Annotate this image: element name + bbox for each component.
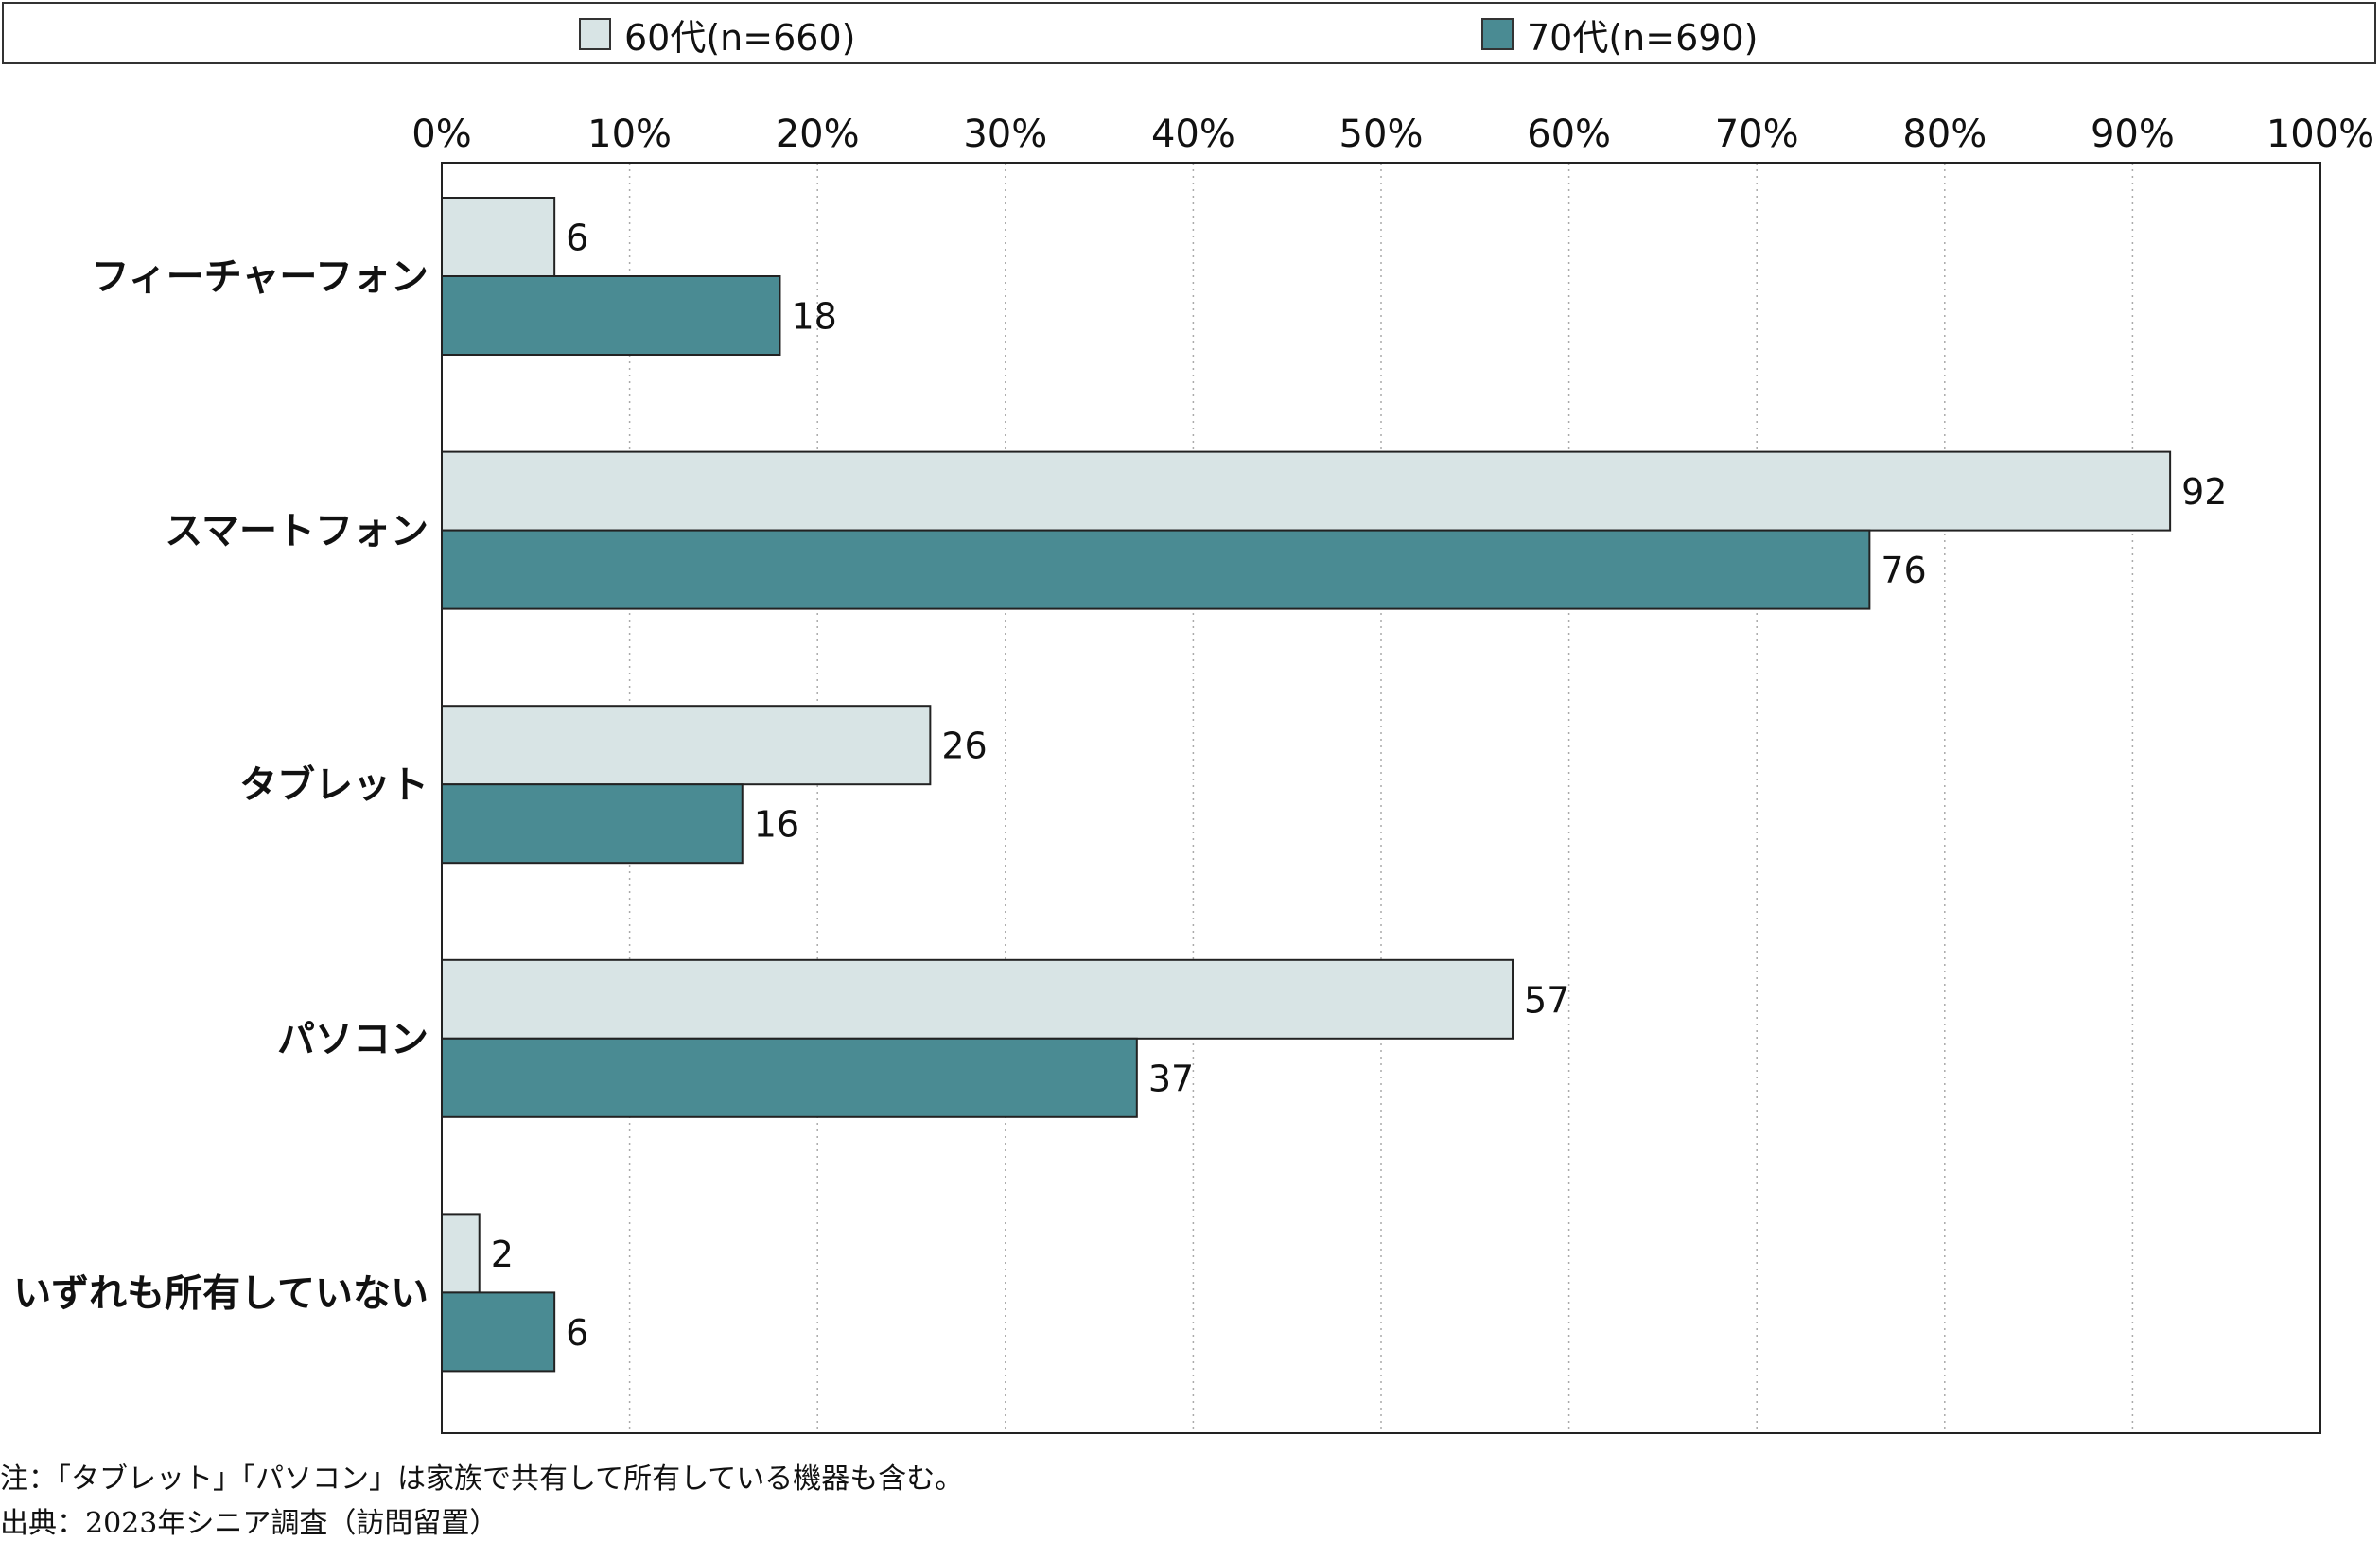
x-tick-label: 0%	[411, 113, 471, 156]
legend-swatch-70s	[1481, 18, 1514, 50]
x-tick-label: 40%	[1151, 113, 1235, 156]
bar	[441, 1291, 556, 1373]
source-note: 出典：2023年シニア調査（訪問留置）	[0, 1507, 499, 1540]
x-tick-label: 60%	[1527, 113, 1611, 156]
x-tick-label: 30%	[963, 113, 1047, 156]
bar	[441, 197, 556, 277]
bar	[441, 529, 1871, 610]
x-tick-label: 20%	[776, 113, 860, 156]
x-tick-label: 50%	[1339, 113, 1424, 156]
plot-area	[442, 163, 2320, 1433]
x-tick-label: 10%	[587, 113, 672, 156]
bar	[441, 275, 781, 356]
category-label: タブレット	[239, 763, 429, 807]
bar	[441, 450, 2172, 532]
category-label: フィーチャーフォン	[92, 255, 429, 299]
category-label: スマートフォン	[165, 510, 429, 553]
data-label: 16	[754, 804, 799, 846]
x-tick-label: 80%	[1902, 113, 1986, 156]
data-label: 37	[1148, 1058, 1194, 1099]
x-tick-label: 90%	[2091, 113, 2175, 156]
data-label: 57	[1524, 979, 1569, 1021]
bar	[441, 783, 744, 865]
legend-item-70s: 70代(n=690)	[1481, 15, 1758, 59]
category-label: いずれも所有していない	[13, 1271, 429, 1315]
legend-swatch-60s	[579, 18, 611, 50]
legend-item-60s: 60代(n=660)	[579, 15, 855, 59]
data-label: 6	[566, 1312, 588, 1354]
x-tick-label: 100%	[2266, 113, 2374, 156]
category-label: パソコン	[277, 1018, 429, 1061]
plot-frame	[441, 162, 2321, 1434]
legend-label-70s: 70代(n=690)	[1527, 16, 1759, 59]
data-label: 76	[1881, 550, 1926, 591]
data-label: 26	[941, 726, 987, 767]
bar	[441, 1213, 481, 1294]
bar-chart: 0% 10% 20% 30% 40% 50% 60% 70% 80% 90% 100% 6 18 フィーチ…	[13, 113, 2374, 1434]
x-tick-label: 70%	[1715, 113, 1799, 156]
legend: 60代(n=660) 70代(n=690)	[2, 2, 2376, 64]
bar	[441, 1037, 1138, 1118]
data-label: 6	[566, 218, 588, 259]
data-label: 2	[491, 1234, 514, 1275]
bar	[441, 958, 1514, 1040]
data-label: 92	[2181, 471, 2227, 513]
bar	[441, 705, 932, 786]
data-label: 18	[791, 296, 836, 338]
legend-label-60s: 60代(n=660)	[624, 16, 856, 59]
footnote: 注：「タブレット」「パソコン」は家族で共有して所有している機器も含む。	[0, 1462, 964, 1496]
